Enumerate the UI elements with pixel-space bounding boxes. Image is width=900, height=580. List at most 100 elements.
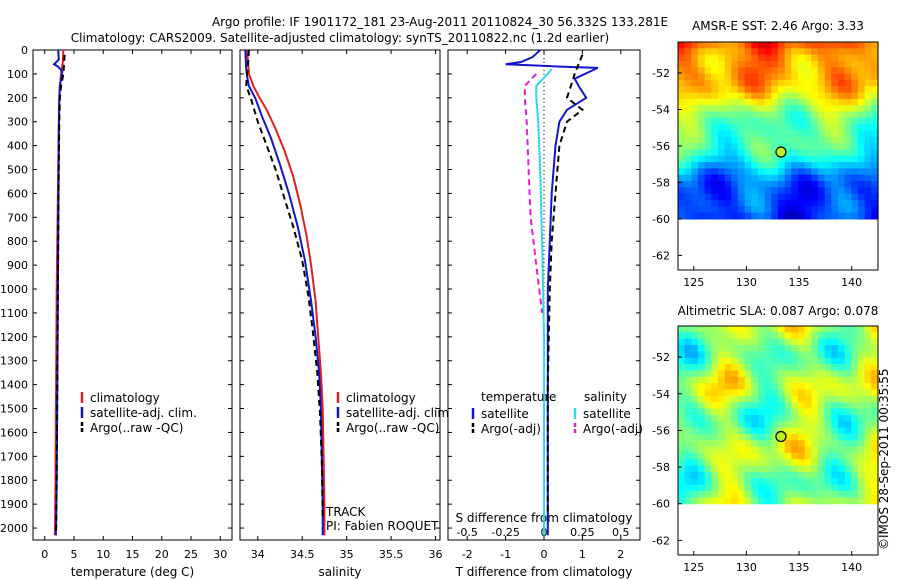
map-cell — [718, 168, 726, 176]
map-cell — [744, 48, 752, 56]
map-cell — [751, 130, 759, 138]
map-cell — [764, 67, 772, 75]
map-cell — [751, 98, 759, 106]
map-cell — [818, 187, 826, 195]
map-cell — [751, 124, 759, 131]
map-cell — [758, 200, 766, 207]
map-cell — [758, 42, 766, 49]
map-cell — [804, 452, 812, 460]
map-cell — [698, 395, 706, 403]
map-cell — [738, 376, 746, 384]
map-cell — [771, 143, 779, 150]
map-cell — [851, 465, 859, 473]
map-cell — [778, 162, 786, 169]
map-cell — [791, 484, 799, 492]
map-cell — [791, 174, 799, 182]
map-cell — [751, 465, 759, 473]
map-cell — [684, 174, 692, 182]
series-line-satellite-adj-clim- — [244, 49, 324, 536]
map-cell — [871, 162, 879, 169]
map-cell — [811, 193, 819, 201]
map-cell — [811, 338, 819, 346]
map-cell — [718, 433, 726, 441]
map-cell — [684, 414, 692, 422]
map-cell — [784, 427, 792, 435]
map-cell — [731, 357, 739, 365]
map-cell — [744, 446, 752, 454]
map-cell — [864, 402, 872, 410]
map-cell — [871, 111, 879, 119]
map-cell — [744, 54, 752, 62]
map-cell — [818, 98, 826, 106]
map-cell — [844, 206, 852, 214]
y-tick-label: 0 — [21, 44, 28, 57]
map-cell — [824, 433, 832, 441]
map-cell — [738, 174, 746, 182]
map-cell — [678, 478, 686, 486]
map-cell — [678, 452, 686, 460]
map-cell — [771, 427, 779, 435]
map-cell — [851, 124, 859, 131]
map-cell — [738, 395, 746, 403]
map-cell — [718, 42, 726, 49]
map-cell — [791, 67, 799, 75]
map-cell — [678, 351, 686, 359]
map-cell — [744, 338, 752, 346]
map-cell — [678, 130, 686, 138]
map-cell — [811, 364, 819, 371]
map-y-tick-label: -60 — [652, 498, 670, 511]
map-cell — [758, 370, 766, 378]
map-cell — [744, 389, 752, 397]
map-cell — [724, 79, 732, 87]
map-cell — [798, 67, 806, 75]
map-cell — [711, 491, 719, 498]
map-cell — [858, 181, 866, 188]
map-cell — [718, 54, 726, 62]
map-cell — [871, 370, 879, 378]
map-cell — [778, 61, 786, 68]
map-cell — [804, 136, 812, 144]
map-cell — [838, 67, 846, 75]
map-cell — [704, 497, 712, 505]
map-cell — [758, 67, 766, 75]
map-cell — [778, 73, 786, 81]
map-cell — [731, 389, 739, 397]
legend-label: Argo(..raw -QC) — [346, 421, 439, 435]
map-y-tick-label: -60 — [652, 213, 670, 226]
map-cell — [691, 370, 699, 378]
map-cell — [784, 111, 792, 119]
map-cell — [778, 414, 786, 422]
series-line-temperature-argo-adj- — [546, 54, 585, 517]
map-cell — [691, 440, 699, 448]
map-cell — [791, 111, 799, 119]
map-cell — [751, 389, 759, 397]
map-cell — [684, 332, 692, 340]
map-cell — [824, 162, 832, 169]
map-cell — [704, 459, 712, 467]
map-cell — [724, 200, 732, 207]
map-cell — [798, 395, 806, 403]
map-cell — [851, 484, 859, 492]
map-cell — [804, 130, 812, 138]
map-cell — [718, 162, 726, 169]
map-cell — [758, 389, 766, 397]
map-cell — [864, 149, 872, 157]
map-cell — [804, 433, 812, 441]
map-cell — [791, 130, 799, 138]
map-cell — [824, 364, 832, 371]
map-cell — [838, 193, 846, 201]
map-cell — [811, 86, 819, 94]
map-cell — [791, 446, 799, 454]
map-cell — [798, 497, 806, 505]
map-cell — [678, 414, 686, 422]
map-cell — [791, 395, 799, 403]
map-cell — [838, 143, 846, 150]
y-tick-label: 800 — [7, 235, 28, 248]
map-cell — [704, 370, 712, 378]
map-cell — [731, 383, 739, 390]
y-tick-label: 700 — [7, 211, 28, 224]
map-cell — [724, 181, 732, 188]
map-x-tick-label: 135 — [789, 561, 810, 574]
map-cell — [698, 459, 706, 467]
map-cell — [798, 433, 806, 441]
